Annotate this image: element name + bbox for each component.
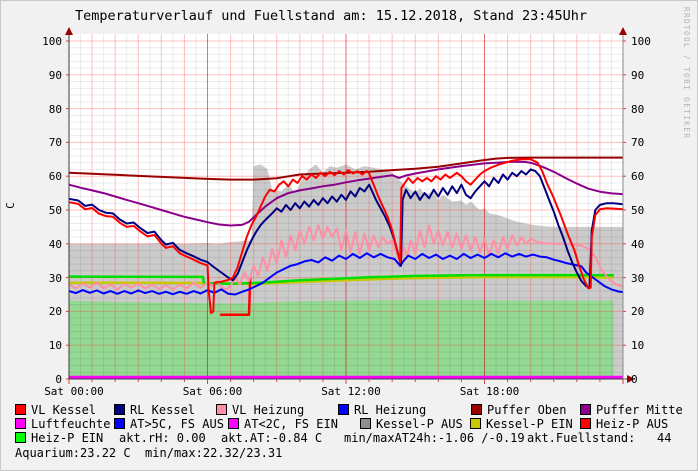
x-tick-label: Sat 06:00 [182,385,243,398]
legend-label: RL Heizung [354,403,427,417]
legend-swatch [471,404,482,415]
legend-row: Heiz-P EIN akt.rH: 0.00 akt.AT:-0.84 C min/… [1,432,697,445]
y-tick-label-right: 90 [631,68,645,82]
legend-swatch [15,432,26,443]
legend-label: akt.AT:-0.84 C [221,431,323,445]
y-tick-label-right: 20 [631,305,645,319]
series-heiz-p-ein [68,273,614,285]
y-tick-label-right: 10 [631,339,645,353]
y-tick-label-left: 10 [48,339,62,353]
legend-swatch [114,418,125,429]
y-tick-label-left: 30 [48,271,62,285]
series-rl-kessel [68,168,624,289]
legend-item: Heiz-P AUS [580,418,668,431]
y-tick-label-right: 0 [631,373,638,386]
legend-item: Kessel-P AUS [360,418,463,431]
y-tick-label-right: 100 [631,35,651,48]
y-tick-label-right: 40 [631,237,645,251]
legend-item: akt.AT:-0.84 C [221,432,322,445]
legend-item: RL Heizung [338,404,426,417]
legend-label: Kessel-P AUS [376,417,463,431]
legend-swatch [15,418,26,429]
legend-label: akt.Fuellstand: 44 [527,431,672,445]
y-tick-label-right: 50 [631,204,645,217]
y-tick-label-left: 50 [48,204,62,217]
legend-item: AT<2C, FS EIN [228,418,338,431]
y-axis-unit-label: C [3,202,17,209]
legend-label: Heiz-P AUS [596,417,669,431]
legend-row: VL Kessel RL Kessel VL Heizung RL Heizung Pu… [1,404,697,417]
legend-label: Puffer Oben [487,403,567,417]
legend-item: akt.Fuellstand: 44 [527,432,672,445]
x-tick-label: Sat 00:00 [44,385,104,398]
legend-item: AT>5C, FS AUS [114,418,224,431]
x-tick-label: Sat 18:00 [459,385,520,398]
legend-item: RL Kessel [114,404,195,417]
legend-swatch [580,404,591,415]
legend-label: Luftfeuchte [31,417,111,431]
y-tick-label-left: 60 [48,170,62,184]
legend-swatch [216,404,227,415]
y-tick-label-left: 80 [48,102,62,116]
legend-swatch [470,418,481,429]
heiz-p-ein-aquarium-area [69,300,614,379]
legend-label: VL Heizung [232,403,305,417]
rrdtool-watermark: RRDTOOL / TOBI OETIKER [682,7,691,140]
legend-label: Heiz-P EIN [31,431,104,445]
y-tick-label-left: 0 [55,373,62,386]
y-tick-label-left: 70 [48,136,62,150]
x-tick-label: Sat 12:00 [321,385,381,398]
y-tick-label-right: 80 [631,102,645,116]
y-tick-label-right: 60 [631,170,645,184]
legend-item: Puffer Oben [471,404,566,417]
y-tick-label-right: 70 [631,136,645,150]
legend-swatch [580,418,591,429]
legend-item: akt.rH: 0.00 [119,432,206,445]
legend-label: Kessel-P EIN [486,417,573,431]
legend-item: Kessel-P EIN [470,418,573,431]
legend-item: Luftfeuchte [15,418,110,431]
legend-label: VL Kessel [31,403,97,417]
legend-row: Luftfeuchte AT>5C, FS AUS AT<2C, FS EIN Kes… [1,418,697,431]
legend-swatch [114,404,125,415]
legend-swatch [338,404,349,415]
legend-swatch [15,404,26,415]
series-puffer-mitte [68,160,624,227]
legend-label: RL Kessel [130,403,196,417]
series-vl-heizung [68,224,624,291]
y-tick-label-left: 90 [48,68,62,82]
legend-label: min/maxAT24h:-1.06 /-0.19 [344,431,525,445]
legend-label: Aquarium:23.22 C min/max:22.32/23.31 [15,446,283,460]
legend-item: min/maxAT24h:-1.06 /-0.19 [344,432,525,445]
y-tick-label-left: 40 [48,237,62,251]
series-vl-kessel [68,158,624,315]
y-tick-label-right: 30 [631,271,645,285]
legend-item: VL Kessel [15,404,96,417]
legend-label: akt.rH: 0.00 [119,431,206,445]
y-tick-label-left: 20 [48,305,62,319]
legend-label: AT>5C, FS AUS [130,417,224,431]
legend-label: AT<2C, FS EIN [244,417,338,431]
legend-swatch [228,418,239,429]
legend-item: VL Heizung [216,404,304,417]
legend-swatch [360,418,371,429]
legend-label: Puffer Mitte [596,403,683,417]
legend-item: Aquarium:23.22 C min/max:22.32/23.31 [15,447,282,460]
legend-row: Aquarium:23.22 C min/max:22.32/23.31 [1,447,697,460]
chart-title: Temperaturverlauf und Fuellstand am: 15.… [74,8,588,24]
y-tick-label-left: 100 [42,35,62,48]
series-rl-heizung [68,252,624,296]
legend-item: Heiz-P EIN [15,432,103,445]
legend-item: Puffer Mitte [580,404,683,417]
